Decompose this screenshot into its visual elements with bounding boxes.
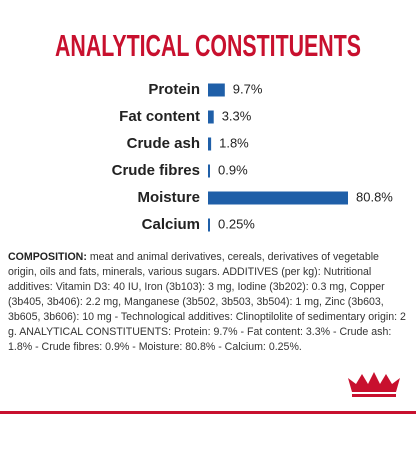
value-label: 0.9% xyxy=(218,162,248,177)
footer-line xyxy=(0,411,416,414)
logo xyxy=(348,372,400,397)
category-label: Protein xyxy=(148,81,200,98)
composition: COMPOSITION: meat and animal derivatives… xyxy=(8,250,408,355)
category-label: Moisture xyxy=(137,189,200,206)
value-label: 9.7% xyxy=(233,81,263,96)
category-label: Crude fibres xyxy=(112,162,200,179)
value-label: 80.8% xyxy=(356,189,393,204)
value-label: 1.8% xyxy=(219,135,249,150)
value-label: 0.25% xyxy=(218,216,255,231)
chart-title: ANALYTICAL CONSTITUENTS xyxy=(55,28,361,63)
composition-label: COMPOSITION: xyxy=(8,251,87,263)
composition-text: meat and animal derivatives, cereals, de… xyxy=(8,251,406,353)
bar xyxy=(208,83,225,97)
value-label: 3.3% xyxy=(222,108,252,123)
bar xyxy=(208,164,210,178)
bar xyxy=(208,137,212,151)
category-label: Fat content xyxy=(119,108,200,125)
bar xyxy=(208,191,348,205)
category-label: Crude ash xyxy=(127,135,200,152)
bar xyxy=(208,218,210,232)
category-label: Calcium xyxy=(142,216,200,233)
bar xyxy=(208,110,214,124)
